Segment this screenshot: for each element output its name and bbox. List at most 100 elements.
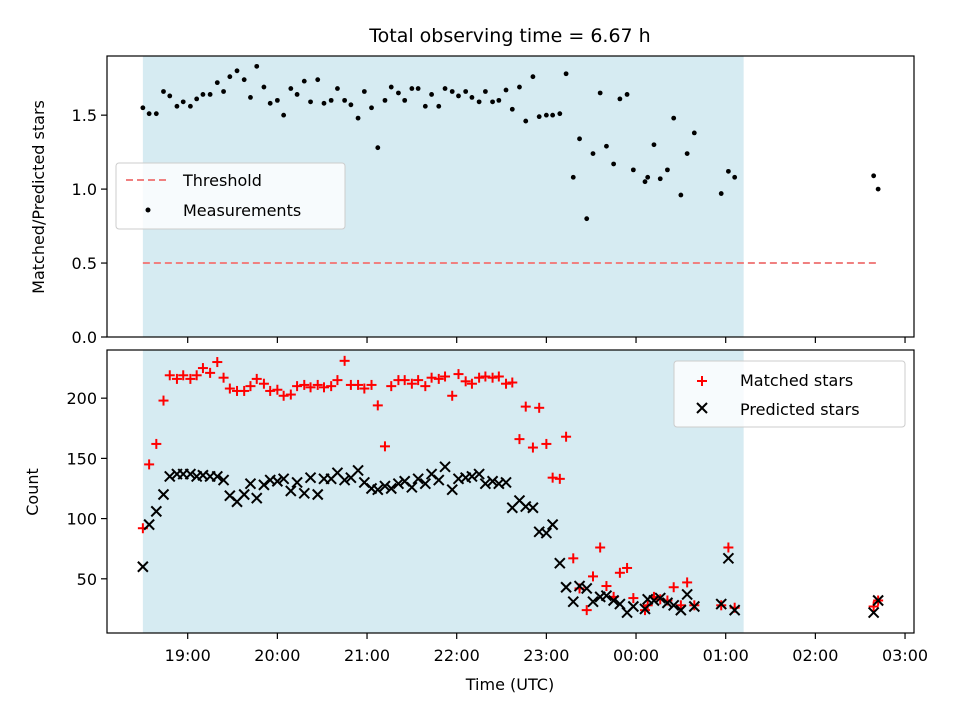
predicted-star-point xyxy=(291,476,303,489)
matched-star-point xyxy=(339,355,350,366)
measurement-point xyxy=(214,80,220,86)
measurement-point xyxy=(469,95,475,100)
predicted-star-point xyxy=(157,488,170,501)
measurement-point xyxy=(140,105,146,111)
measurement-point xyxy=(261,84,267,90)
measurement-point xyxy=(234,68,240,74)
predicted-star-point xyxy=(473,468,485,480)
matched-star-point xyxy=(433,373,444,384)
bottom-panel: 50 100 150 200 19:00 20:00 21:00 22:00 23:00 00:0… xyxy=(23,349,928,694)
matched-star-point xyxy=(212,357,223,368)
matched-star-point xyxy=(312,379,323,390)
predicted-star-point xyxy=(466,470,478,483)
measurement-point xyxy=(221,89,226,94)
measurement-point xyxy=(274,97,280,103)
measurement-point xyxy=(523,118,529,124)
measurement-point xyxy=(436,103,442,109)
bottom-axes: 50 100 150 200 19:00 20:00 21:00 22:00 23:00 00:0… xyxy=(66,349,928,665)
matched-legend-label: Matched stars xyxy=(740,371,853,390)
matched-star-point xyxy=(668,582,679,593)
measurement-point xyxy=(691,130,697,136)
predicted-star-point xyxy=(667,599,680,612)
matched-star-point xyxy=(440,371,451,382)
predicted-star-point xyxy=(143,518,155,531)
measurement-point xyxy=(570,174,576,180)
bottom-y-tick-label: 50 xyxy=(77,570,97,589)
top-legend: Threshold Measurements xyxy=(115,162,346,230)
predicted-star-point xyxy=(385,482,397,495)
predicted-star-point xyxy=(184,468,197,480)
measurement-point xyxy=(382,97,388,103)
measurement-point xyxy=(241,77,247,83)
measurement-point xyxy=(227,74,233,80)
matched-star-point xyxy=(318,382,329,393)
matched-star-point xyxy=(581,605,592,616)
predicted-star-point xyxy=(379,480,391,492)
predicted-star-point xyxy=(238,488,250,501)
matched-star-point xyxy=(514,434,525,445)
matched-star-point xyxy=(447,390,458,401)
matched-star-point xyxy=(534,402,545,413)
measurement-point xyxy=(543,112,549,118)
top-panel: 0.0 0.5 1.0 1.5 Matched/Predicted stars Thr… xyxy=(29,55,915,347)
predicted-star-point xyxy=(867,606,880,619)
bottom-legend-frame xyxy=(673,360,906,428)
matched-star-point xyxy=(372,400,383,411)
matched-star-point xyxy=(527,442,538,453)
predicted-star-point xyxy=(872,594,884,607)
predicted-star-point xyxy=(639,603,651,615)
predicted-star-point xyxy=(419,477,432,490)
predicted-star-point xyxy=(573,580,586,592)
measurement-point xyxy=(335,86,340,91)
measurement-point xyxy=(509,106,515,112)
matched-star-point xyxy=(197,363,208,374)
measurement-point xyxy=(597,90,603,96)
measurement-point xyxy=(463,89,469,94)
measurement-point xyxy=(321,100,327,106)
measurement-point xyxy=(725,168,731,174)
measurement-point xyxy=(161,89,166,94)
bottom-data-marks xyxy=(137,355,884,619)
predicted-star-point xyxy=(244,477,257,490)
predicted-star-point xyxy=(352,464,364,477)
matched-star-point xyxy=(868,601,879,612)
matched-star-point xyxy=(144,459,155,470)
x-tick-label: 22:00 xyxy=(434,646,480,665)
measurement-point xyxy=(577,136,582,142)
measurement-point xyxy=(590,151,596,157)
measurement-point xyxy=(248,95,253,100)
matched-star-point xyxy=(601,581,612,592)
measurement-point xyxy=(611,161,617,167)
predicted-star-point xyxy=(479,477,492,490)
predicted-star-point xyxy=(627,600,640,613)
measurement-point xyxy=(875,186,881,192)
matched-star-point xyxy=(359,383,370,394)
matched-star-point xyxy=(493,371,504,382)
predicted-star-point xyxy=(661,597,674,609)
top-y-tick-label: 1.5 xyxy=(72,106,97,125)
measurement-point xyxy=(630,167,636,173)
predicted-star-point xyxy=(560,581,572,593)
measurement-point xyxy=(642,179,648,185)
matched-star-point xyxy=(265,385,276,396)
top-legend-frame xyxy=(115,162,346,230)
measurement-point xyxy=(328,97,334,103)
matched-star-point xyxy=(426,372,437,383)
measurement-point xyxy=(645,174,651,180)
predicted-star-point xyxy=(567,595,579,608)
predicted-star-point xyxy=(600,589,613,602)
measurement-point xyxy=(530,74,536,80)
measurement-point xyxy=(490,99,495,105)
matched-star-point xyxy=(587,571,598,582)
matched-star-point xyxy=(386,381,397,392)
predicted-star-point xyxy=(607,594,620,607)
measurement-point xyxy=(180,99,186,105)
matched-star-point xyxy=(245,381,256,392)
measurement-point xyxy=(517,84,522,90)
measurement-point xyxy=(422,103,428,109)
measurement-point xyxy=(409,86,415,91)
matched-star-point xyxy=(305,382,316,393)
predicted-star-point xyxy=(312,488,324,501)
measurement-point xyxy=(402,97,408,103)
